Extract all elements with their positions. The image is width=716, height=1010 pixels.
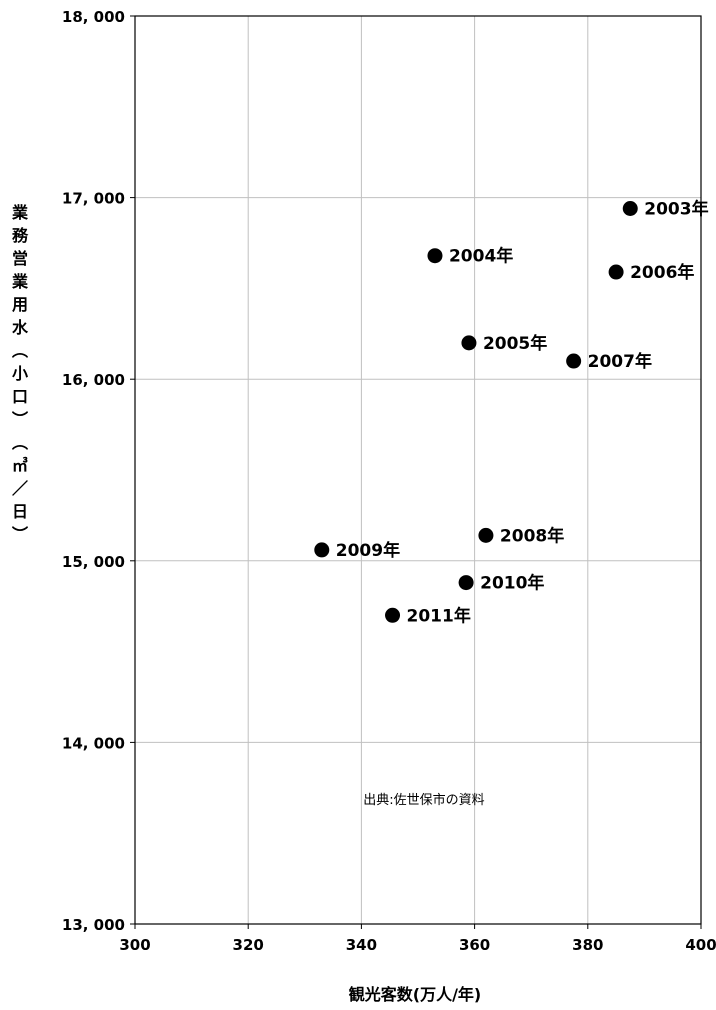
svg-text:業務営業用水︵小口︶︵㎥／日︶: 業務営業用水︵小口︶ ︵ ㎥／日︶	[11, 203, 29, 544]
data-point-label: 2005年	[483, 333, 547, 354]
data-point-label: 2006年	[630, 262, 694, 283]
data-point	[314, 542, 330, 558]
plot-area	[134, 15, 702, 925]
data-point-label: 2011年	[407, 605, 471, 626]
y-tick-label: 13, 000	[62, 916, 125, 934]
data-point-label: 2008年	[500, 525, 564, 546]
data-point-label: 2003年	[644, 198, 708, 219]
data-point	[608, 264, 624, 280]
x-tick-label: 320	[233, 936, 264, 954]
x-tick-label: 360	[459, 936, 490, 954]
x-tick-label: 400	[685, 936, 716, 954]
data-point	[427, 248, 443, 264]
y-tick-label: 14, 000	[62, 734, 125, 752]
grid-lines	[135, 16, 701, 924]
data-point-label: 2010年	[480, 573, 544, 594]
source-note: 出典:佐世保市の資料	[363, 792, 484, 808]
data-point-label: 2004年	[449, 246, 513, 267]
data-points: 2003年 2004年 2005年 2006年 2007年 2008年 2009年 2010年…	[314, 198, 709, 626]
y-tick-label: 15, 000	[62, 553, 125, 571]
y-axis: 13, 000 14, 000 15, 000 16, 000 17, 000 18, 0…	[62, 8, 135, 934]
data-point	[461, 335, 477, 351]
data-point	[622, 200, 638, 216]
x-axis-title: 観光客数(万人/年)	[349, 985, 481, 1004]
data-point	[478, 527, 494, 543]
x-tick-label: 300	[119, 936, 150, 954]
x-axis: 300 320 340 360 380 400	[119, 924, 716, 954]
data-point-label: 2007年	[588, 351, 652, 372]
data-point	[566, 353, 582, 369]
y-tick-label: 16, 000	[62, 371, 125, 389]
data-point	[385, 607, 401, 623]
y-tick-label: 18, 000	[62, 8, 125, 26]
y-axis-title: 業務営業用水︵小口︶ ︵ ㎥／日︶	[11, 203, 29, 544]
data-point	[458, 575, 474, 591]
x-tick-label: 340	[346, 936, 377, 954]
x-tick-label: 380	[572, 936, 603, 954]
data-point-label: 2009年	[336, 540, 400, 561]
y-tick-label: 17, 000	[62, 190, 125, 208]
